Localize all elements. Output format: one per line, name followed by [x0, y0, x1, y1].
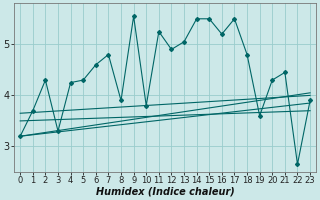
- X-axis label: Humidex (Indice chaleur): Humidex (Indice chaleur): [96, 187, 235, 197]
